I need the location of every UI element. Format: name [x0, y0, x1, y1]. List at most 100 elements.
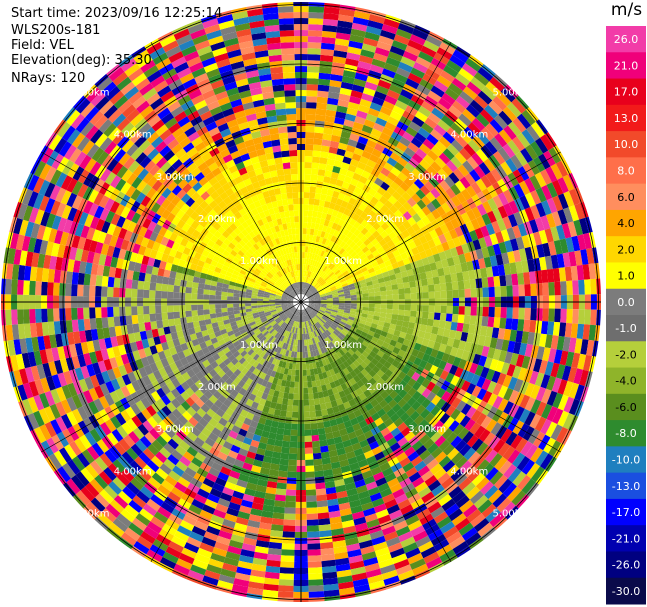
- range-gate-cell: [489, 76, 505, 92]
- range-gate-cell: [309, 405, 316, 412]
- range-gate-cell: [310, 332, 314, 339]
- range-gate-cell: [471, 438, 484, 452]
- range-gate-cell: [379, 564, 396, 575]
- range-gate-cell: [443, 362, 453, 373]
- range-gate-cell: [393, 176, 404, 187]
- range-gate-cell: [464, 288, 471, 298]
- range-gate-cell: [462, 86, 478, 100]
- range-gate-cell: [337, 310, 344, 315]
- range-gate-cell: [335, 224, 343, 232]
- range-gate-cell: [306, 345, 311, 352]
- range-gate-cell: [320, 151, 329, 159]
- range-gate-cell: [372, 315, 380, 321]
- range-gate-cell: [372, 381, 381, 391]
- range-gate-cell: [432, 253, 441, 263]
- range-gate-cell: [380, 413, 390, 423]
- range-gate-cell: [442, 443, 455, 456]
- range-gate-cell: [345, 333, 353, 340]
- range-gate-cell: [361, 124, 373, 134]
- range-gate-cell: [411, 563, 429, 576]
- range-gate-cell: [352, 263, 359, 270]
- range-gate-cell: [370, 398, 379, 408]
- range-gate-cell: [421, 241, 431, 251]
- range-gate-cell: [471, 472, 486, 487]
- range-gate-cell: [137, 306, 144, 315]
- range-gate-cell: [317, 341, 323, 349]
- range-gate-cell: [325, 109, 337, 118]
- range-gate-cell: [348, 197, 357, 206]
- range-gate-cell: [380, 330, 388, 338]
- range-gate-cell: [346, 52, 361, 61]
- range-gate-cell: [353, 10, 371, 21]
- range-gate-cell: [450, 183, 461, 196]
- range-gate-cell: [305, 283, 309, 290]
- range-gate-cell: [399, 181, 410, 192]
- range-gate-cell: [527, 258, 535, 272]
- range-gate-cell: [361, 170, 371, 179]
- range-gate-cell: [375, 200, 385, 210]
- range-gate-cell: [485, 449, 498, 464]
- range-gate-cell: [572, 280, 579, 295]
- range-gate-cell: [332, 330, 340, 337]
- range-gate-cell: [374, 417, 384, 427]
- range-gate-cell: [161, 312, 169, 321]
- range-gate-cell: [305, 308, 310, 314]
- range-gate-cell: [318, 224, 324, 232]
- range-gate-cell: [418, 419, 429, 430]
- range-gate-cell: [407, 172, 419, 184]
- range-gate-cell: [541, 200, 552, 216]
- range-gate-cell: [310, 287, 316, 293]
- range-gate-cell: [319, 340, 325, 348]
- range-gate-cell: [65, 308, 72, 321]
- range-gate-cell: [308, 305, 314, 309]
- range-gate-cell: [483, 432, 496, 446]
- range-gate-cell: [475, 476, 490, 491]
- range-gate-cell: [442, 328, 451, 338]
- range-gate-cell: [524, 396, 536, 412]
- range-gate-cell: [481, 503, 497, 518]
- range-gate-cell: [101, 286, 108, 297]
- range-gate-cell: [313, 316, 319, 322]
- range-gate-cell: [357, 459, 369, 468]
- range-gate-cell: [307, 66, 320, 73]
- range-gate-cell: [341, 250, 348, 258]
- range-gate-cell: [360, 282, 368, 288]
- range-gate-cell: [347, 348, 355, 356]
- range-gate-cell: [476, 215, 486, 228]
- range-gate-cell: [491, 370, 501, 384]
- range-gate-cell: [320, 271, 326, 278]
- range-gate-cell: [307, 306, 313, 312]
- range-gate-cell: [353, 447, 364, 457]
- range-gate-cell: [389, 413, 400, 423]
- range-gate-cell: [378, 316, 386, 323]
- range-gate-cell: [308, 304, 315, 307]
- range-gate-cell: [367, 107, 380, 118]
- range-gate-cell: [173, 305, 180, 313]
- range-gate-cell: [274, 500, 286, 508]
- range-gate-cell: [347, 493, 360, 503]
- range-gate-cell: [311, 428, 319, 436]
- range-gate-cell: [324, 2, 341, 9]
- range-gate-cell: [453, 423, 465, 436]
- range-gate-cell: [379, 132, 391, 143]
- range-gate-cell: [381, 525, 396, 536]
- range-gate-cell: [313, 281, 318, 287]
- range-gate-cell: [414, 460, 427, 472]
- range-gate-cell: [315, 186, 323, 194]
- range-gate-cell: [325, 260, 332, 268]
- range-gate-cell: [497, 264, 506, 276]
- range-gate-cell: [326, 492, 338, 501]
- range-gate-cell: [23, 309, 30, 324]
- range-gate-cell: [308, 573, 323, 580]
- range-gate-cell: [421, 470, 434, 482]
- range-gate-cell: [459, 130, 473, 144]
- range-gate-cell: [386, 408, 396, 418]
- range-gate-cell: [479, 109, 494, 124]
- range-gate-cell: [565, 237, 575, 253]
- range-gate-cell: [314, 300, 321, 302]
- range-gate-cell: [315, 482, 326, 490]
- range-gate-cell: [398, 205, 408, 215]
- range-gate-cell: [550, 226, 560, 242]
- range-gate-cell: [364, 365, 373, 374]
- range-gate-cell: [491, 220, 501, 234]
